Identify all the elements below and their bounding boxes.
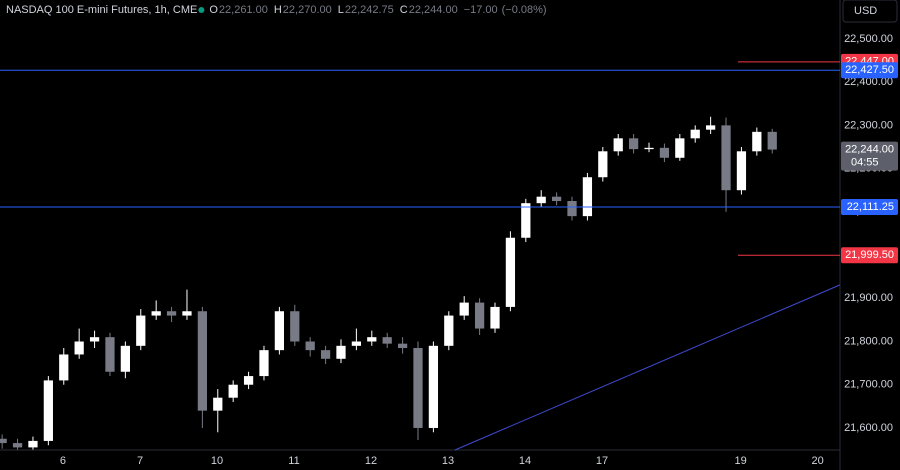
plot-area: [0, 116, 777, 450]
candle-body: [736, 151, 747, 191]
candle-body: [213, 397, 223, 411]
x-tick-label: 12: [365, 455, 377, 467]
candle-body: [675, 138, 685, 158]
candle-body: [305, 341, 315, 351]
x-tick-label: 20: [812, 455, 824, 467]
candle-body: [43, 380, 53, 441]
candle-body: [228, 384, 238, 398]
candle-body: [413, 347, 423, 428]
y-tick-label: 21,700.00: [844, 379, 893, 391]
x-tick-label: 13: [442, 455, 454, 467]
candle-body: [536, 196, 546, 204]
ohlc-value: 22,242.75: [345, 4, 394, 16]
candle-body: [136, 315, 146, 346]
x-tick-label: 14: [519, 455, 531, 467]
candle-body: [290, 311, 300, 342]
candle-body: [706, 125, 716, 130]
trend-line: [454, 284, 841, 451]
candle-body: [551, 196, 562, 202]
ohlc-value: 22,261.00: [219, 4, 268, 16]
candle-body: [151, 311, 161, 316]
overlay: [0, 61, 841, 451]
candle-body: [351, 341, 362, 346]
y-tick-label: 21,600.00: [844, 422, 893, 434]
candle-body: [74, 341, 84, 355]
last-price-box: [841, 141, 898, 171]
x-tick-label: 11: [288, 455, 299, 467]
candle-body: [628, 138, 639, 150]
status-dot: [198, 7, 205, 13]
candle-body: [105, 337, 115, 372]
ohlc-value: 22,244.00: [409, 4, 458, 16]
candle-body: [428, 345, 439, 428]
x-tick-label: 10: [211, 455, 223, 467]
y-tick-label: 22,500.00: [844, 33, 893, 45]
candle-body: [474, 302, 485, 329]
candle-body: [59, 354, 69, 381]
countdown: 04:55: [851, 156, 879, 168]
candle-body: [613, 138, 623, 152]
y-tick-label: 21,800.00: [844, 335, 893, 347]
candle-body: [259, 350, 269, 377]
price-label: 22,427.50: [845, 64, 894, 76]
price-label: 22,111.25: [847, 201, 894, 213]
candle-body: [659, 147, 670, 158]
change: −17.00: [464, 4, 498, 16]
candle-body: [382, 337, 392, 344]
candle-body: [690, 129, 700, 139]
candle-body: [752, 131, 762, 152]
y-tick-label: 22,400.00: [844, 76, 893, 88]
price-label-box: [841, 247, 898, 264]
candle-body: [459, 302, 469, 316]
currency-button[interactable]: [842, 0, 898, 23]
candle-body: [89, 337, 100, 342]
candle-body: [721, 125, 731, 191]
candle-body: [182, 311, 192, 316]
x-tick-label: 19: [735, 455, 747, 467]
candle-body: [521, 203, 531, 238]
candle-body: [336, 345, 346, 359]
candle-body: [582, 177, 593, 217]
last-price-label: 22,244.00: [845, 143, 894, 155]
candle-body: [490, 306, 500, 329]
candle-body: [397, 343, 408, 348]
candle-body: [0, 438, 7, 444]
price-label: 21,999.50: [845, 249, 894, 261]
ohlc-key: H: [274, 4, 282, 16]
candle-body: [120, 345, 130, 372]
ohlc-value: 22,270.00: [283, 4, 332, 16]
ohlc-key: O: [209, 4, 218, 16]
change-pct: (−0.08%): [502, 4, 547, 16]
price-label-box: [841, 198, 898, 215]
ohlc-key: L: [338, 4, 344, 16]
currency-label[interactable]: USD: [854, 5, 877, 17]
candle-body: [243, 376, 254, 385]
chart-title: NASDAQ 100 E-mini Futures, 1h, CME: [6, 4, 197, 16]
y-tick-label: 21,900.00: [844, 292, 893, 304]
x-tick-label: 6: [60, 455, 66, 467]
candle-body: [166, 311, 177, 316]
candle-body: [197, 311, 207, 411]
candle-body: [12, 443, 23, 448]
x-tick-label: 7: [137, 455, 143, 467]
candle-body: [767, 131, 777, 150]
header: NASDAQ 100 E-mini Futures, 1h, CME USD O…: [6, 0, 898, 23]
candle-body: [444, 315, 454, 346]
x-tick-label: 17: [596, 455, 608, 467]
candle-body: [567, 201, 577, 217]
candle-body: [367, 337, 377, 342]
candle-body: [644, 147, 654, 150]
ohlc-key: C: [400, 4, 408, 16]
candle-body: [598, 151, 608, 178]
candle-body: [320, 350, 331, 359]
candle-body: [505, 237, 516, 307]
candle-body: [274, 311, 285, 351]
price-label-box: [841, 62, 898, 79]
y-tick-label: 22,300.00: [844, 119, 893, 131]
candle-body: [28, 440, 38, 448]
